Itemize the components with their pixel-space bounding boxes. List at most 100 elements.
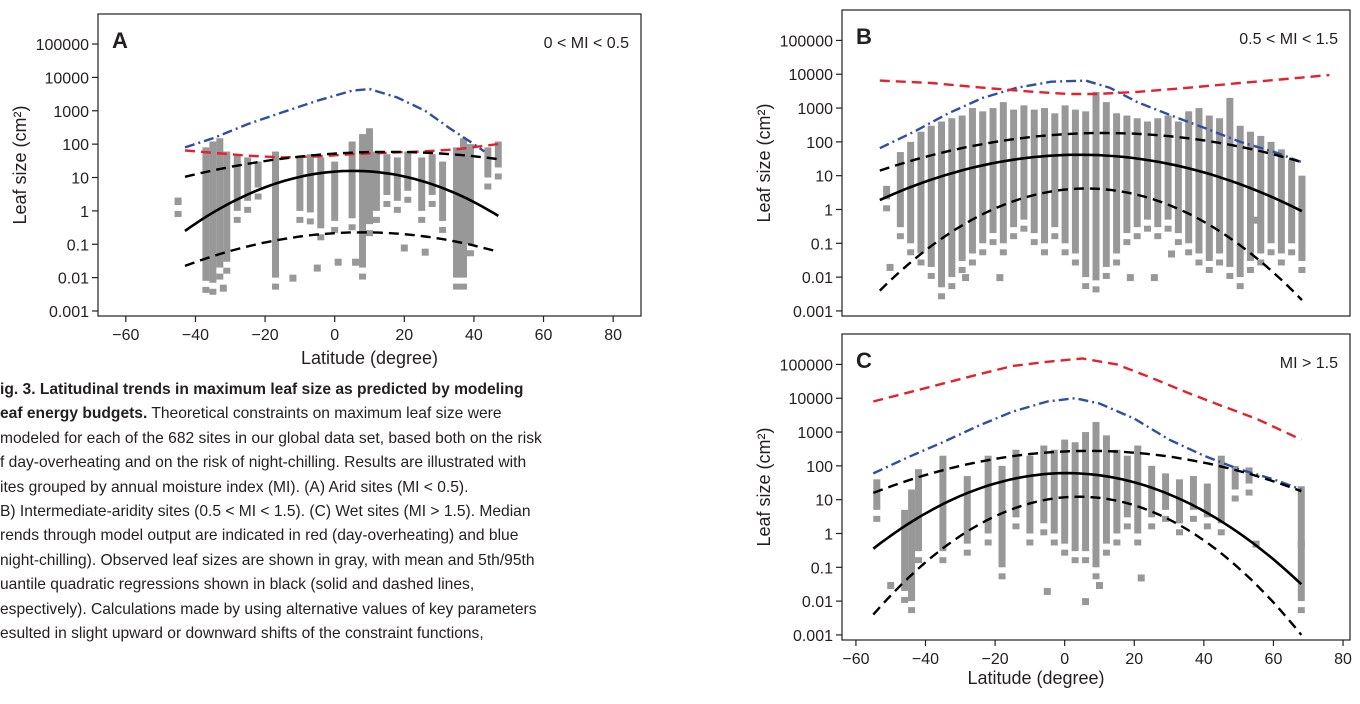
observed-column xyxy=(1143,121,1151,220)
observed-point xyxy=(1123,239,1131,246)
day-overheating-line xyxy=(184,142,499,159)
y-axis-label: Leaf size (cm²) xyxy=(754,427,774,546)
observed-column xyxy=(1134,445,1142,534)
observed-column xyxy=(1226,97,1234,267)
observed-column xyxy=(958,115,966,261)
observed-column xyxy=(915,469,923,552)
moisture-condition-label: MI > 1.5 xyxy=(1280,355,1338,372)
q05-regression-line xyxy=(184,231,499,268)
x-tick-label: −60 xyxy=(842,651,869,668)
y-tick-label: 10 xyxy=(815,169,833,186)
observed-column xyxy=(1267,141,1275,244)
observed-point xyxy=(1216,259,1224,266)
observed-point xyxy=(334,258,342,266)
observed-column xyxy=(1113,113,1121,254)
observed-point xyxy=(1150,274,1158,282)
x-axis-label: Latitude (degree) xyxy=(301,348,438,368)
observed-point xyxy=(1041,249,1049,256)
observed-point xyxy=(1168,250,1176,258)
plot-frame xyxy=(97,13,642,317)
observed-point xyxy=(979,249,987,256)
observed-point xyxy=(428,200,436,207)
y-tick-label: 0.001 xyxy=(793,304,833,321)
observed-column xyxy=(1123,455,1131,518)
observed-point xyxy=(244,206,252,213)
observed-point xyxy=(1092,286,1100,293)
observed-column xyxy=(466,144,474,245)
observed-point xyxy=(219,284,227,292)
observed-column xyxy=(1236,125,1244,278)
y-tick-label: 100 xyxy=(806,135,833,152)
observed-point xyxy=(348,224,356,231)
observed-point xyxy=(887,581,895,589)
panel-letter: A xyxy=(112,28,128,53)
observed-point xyxy=(306,218,314,225)
y-tick-label: 1000 xyxy=(797,425,833,442)
observed-point xyxy=(1217,529,1225,536)
observed-point xyxy=(296,216,304,223)
observed-point xyxy=(372,216,380,223)
observed-point xyxy=(1071,259,1079,266)
observed-column xyxy=(1030,109,1038,234)
observed-column xyxy=(979,111,987,244)
observed-point xyxy=(989,239,997,246)
x-tick-label: −60 xyxy=(112,327,139,344)
observed-point xyxy=(1020,225,1028,232)
observed-column xyxy=(1082,111,1090,278)
observed-point xyxy=(1148,523,1156,530)
observed-column xyxy=(459,138,467,278)
observed-point xyxy=(418,216,426,223)
observed-point xyxy=(313,264,321,272)
observed-column xyxy=(1185,111,1193,244)
plot-frame xyxy=(841,9,1351,317)
observed-column xyxy=(494,141,502,168)
y-tick-label: 10 xyxy=(71,171,89,188)
observed-point xyxy=(1071,557,1079,564)
observed-point xyxy=(1195,259,1203,266)
observed-point xyxy=(352,258,360,266)
observed-point xyxy=(1297,607,1305,614)
observed-column xyxy=(907,141,915,244)
observed-point xyxy=(963,549,971,556)
observed-point xyxy=(202,286,210,293)
observed-column xyxy=(1082,432,1090,552)
observed-point xyxy=(883,205,891,212)
observed-column xyxy=(1148,465,1156,518)
observed-point xyxy=(908,607,916,614)
observed-column xyxy=(174,197,182,206)
observed-point xyxy=(484,183,492,190)
observed-column xyxy=(418,157,426,211)
observed-point xyxy=(366,230,373,237)
observed-point xyxy=(1061,549,1069,556)
caption-title: ig. 3. Latitudinal trends in maximum lea… xyxy=(0,381,524,398)
panel-b: 0.001 0.01 0.1 1 10 100 1000 10000 100000 Leaf si… xyxy=(754,9,1351,321)
observed-point xyxy=(1061,249,1069,256)
observed-column xyxy=(1113,449,1121,534)
observed-point xyxy=(984,539,992,546)
observed-column xyxy=(963,476,971,544)
observed-point xyxy=(996,274,1004,282)
observed-point xyxy=(209,288,217,295)
observed-point xyxy=(1205,266,1213,273)
x-axis-label: Latitude (degree) xyxy=(967,668,1104,688)
observed-point xyxy=(1030,239,1038,246)
observed-column xyxy=(1051,113,1059,228)
observed-point xyxy=(1203,523,1211,530)
observed-column xyxy=(404,151,412,191)
observed-point xyxy=(1010,233,1018,240)
observed-column xyxy=(873,479,881,510)
observed-point xyxy=(1257,259,1265,266)
plot-area xyxy=(872,357,1305,636)
observed-column xyxy=(1050,449,1058,534)
observed-point xyxy=(1297,540,1305,548)
observed-column xyxy=(372,151,380,211)
observed-column xyxy=(348,141,356,219)
observed-column xyxy=(216,138,224,268)
observed-point xyxy=(459,283,467,290)
x-tick-label: −40 xyxy=(182,327,209,344)
observed-point xyxy=(317,234,325,241)
caption-line-6: B) Intermediate-aridity sites (0.5 < MI … xyxy=(0,503,531,521)
x-tick-label: 0 xyxy=(330,327,339,344)
observed-point xyxy=(1043,587,1051,595)
